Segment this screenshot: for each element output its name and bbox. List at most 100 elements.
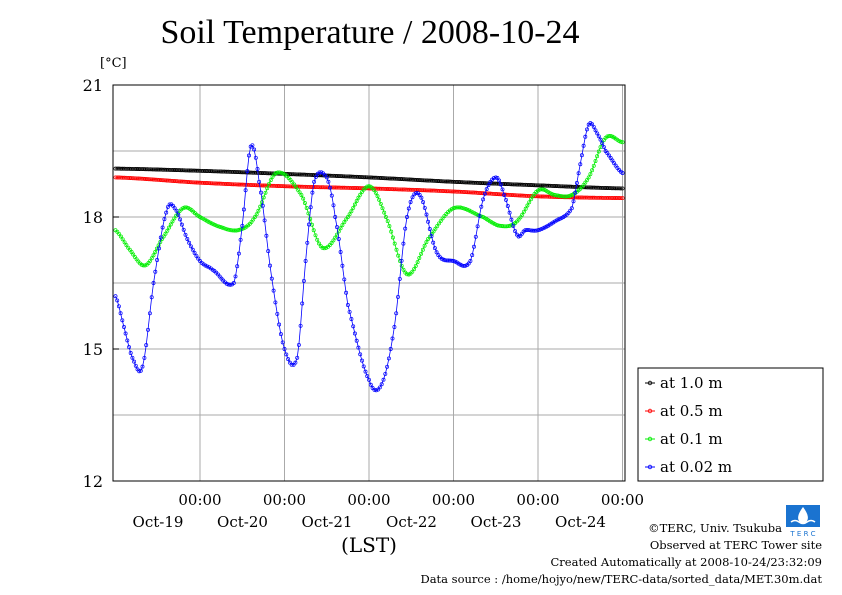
data-point [140,364,145,369]
data-point [265,186,270,191]
data-point [317,241,321,246]
data-point [377,385,382,390]
x-tick-date-label: Oct-19 [133,513,184,531]
data-point [260,203,265,208]
data-point [396,294,400,299]
data-point [250,143,255,148]
data-point [149,256,154,261]
data-point [482,191,487,196]
data-point [338,185,343,190]
data-point [290,180,295,185]
data-point [385,364,390,369]
data-point [315,237,320,242]
data-point [399,263,404,268]
data-point [481,197,486,202]
data-point [424,212,429,217]
data-point [165,228,170,233]
data-point [279,170,284,175]
legend-frame [637,367,824,482]
x-tick-time-label: 00:00 [347,491,390,509]
data-point [322,246,327,251]
data-point [129,166,134,171]
data-point [161,167,165,172]
data-point [214,223,219,228]
data-point [321,185,326,190]
data-point [221,226,226,231]
data-point [267,181,271,186]
data-point [609,186,614,191]
axis-layer: 00:00 Oct-19 00:00 Oct-20 00:00 Oct-21 00:00 Oc… [83,76,644,531]
data-point [188,244,193,249]
data-point [431,229,436,234]
data-point [345,303,350,307]
data-point [317,170,322,175]
data-point [588,172,593,177]
data-point [169,178,174,183]
data-point [530,194,535,199]
data-point [560,184,565,189]
data-point [579,153,584,158]
data-point [183,232,188,237]
data-point [601,145,606,150]
data-point [601,195,606,200]
data-point [506,224,511,229]
data-point [525,228,530,232]
x-tick-date-label: Oct-21 [302,513,353,531]
data-point [120,318,125,323]
data-point [331,238,336,243]
data-point [347,309,352,314]
data-point [268,263,272,268]
data-point [342,220,347,225]
data-point [231,169,236,174]
data-point [470,253,475,258]
data-point [479,204,484,209]
data-point [596,134,601,139]
data-point [536,228,540,233]
data-point [574,181,579,185]
x-tick-time-label: 00:00 [601,491,644,509]
data-point [391,176,396,181]
data-point [268,178,273,183]
data-point [196,180,201,185]
data-point [500,187,505,192]
data-point [235,264,240,269]
data-point [311,228,316,233]
data-point [392,325,397,329]
data-point [609,196,614,200]
data-point [600,141,605,146]
data-point [405,215,409,219]
y-tick-label: 21 [83,76,103,95]
data-point [152,167,157,172]
data-point [484,187,489,192]
data-point [263,171,268,176]
data-point [284,352,289,357]
data-point [222,169,227,174]
data-point [432,178,437,183]
data-point [420,247,425,252]
data-point [254,183,259,188]
data-point [592,195,597,200]
data-point [234,228,239,233]
data-point [129,176,134,181]
data-point [280,340,285,345]
data-point [295,187,300,192]
data-point [595,154,600,159]
data-point [151,281,156,285]
data-point [412,267,417,272]
data-point [414,177,419,182]
x-tick-date-label: Oct-20 [217,513,268,531]
data-point [335,225,339,230]
data-point [333,235,338,240]
data-point [497,178,502,183]
data-point [241,207,246,212]
data-point [167,225,171,230]
data-point [405,272,409,277]
credit-created: Created Automatically at 2008-10-24/23:3… [550,555,823,569]
data-point [374,175,378,180]
data-point [142,355,147,360]
data-point [153,250,158,254]
data-point [167,202,172,207]
data-point [543,194,547,199]
series-at-0-1-m [113,133,625,277]
data-point [138,176,143,181]
